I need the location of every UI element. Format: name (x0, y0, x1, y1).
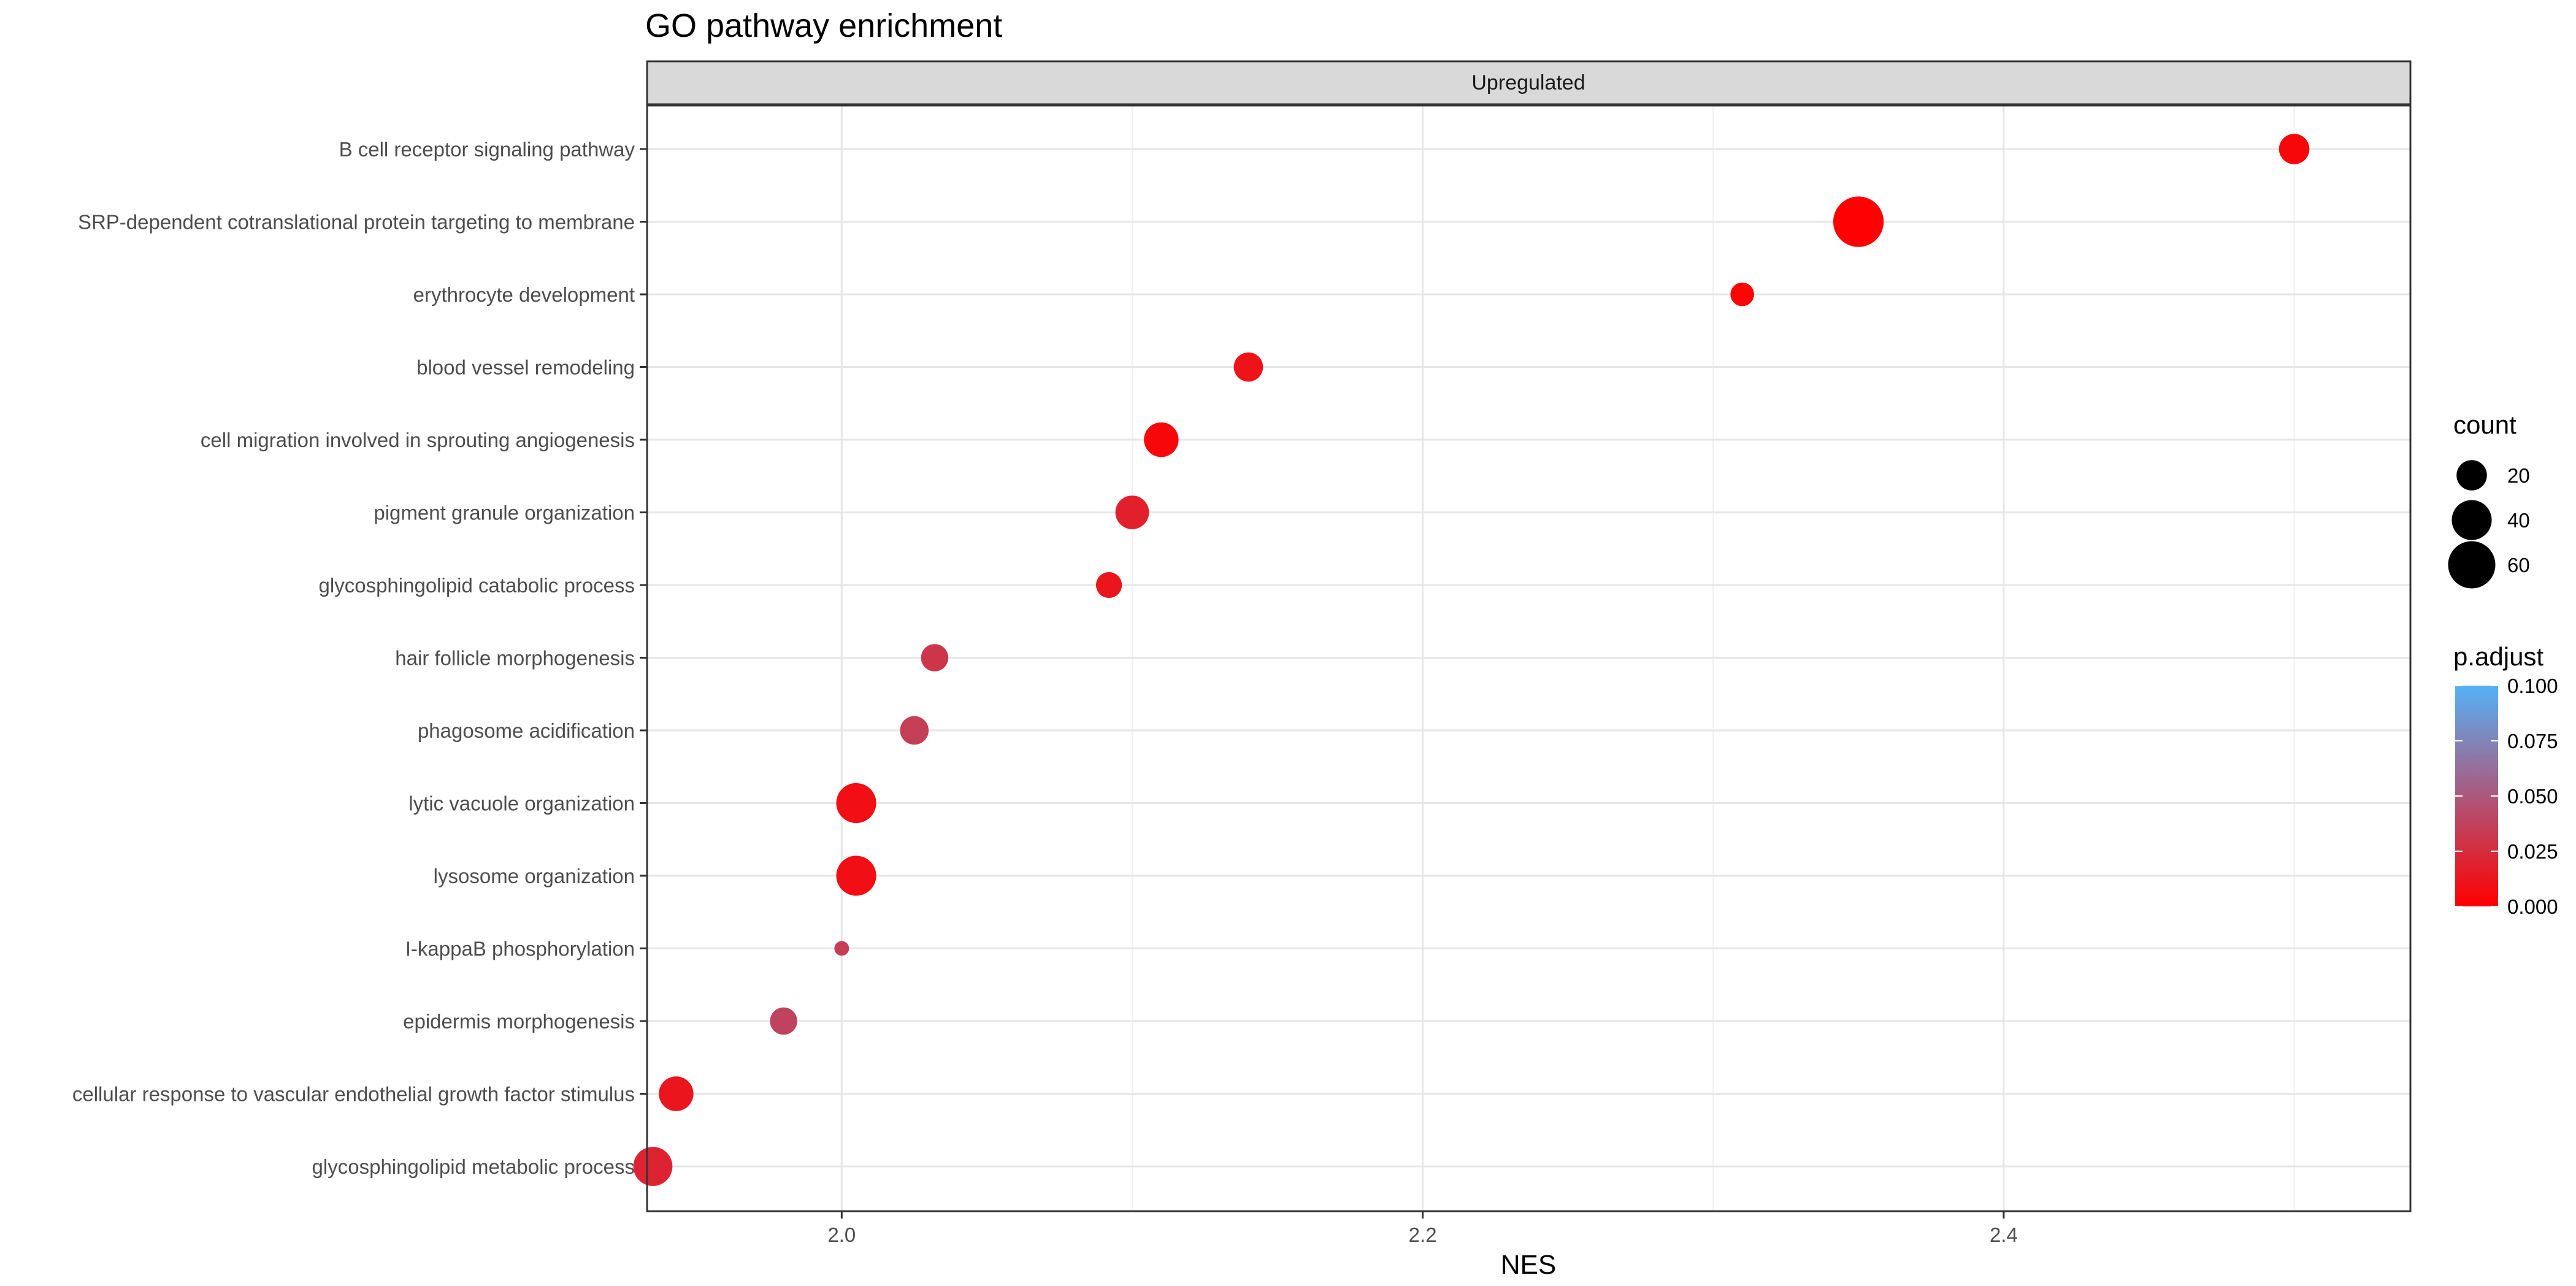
data-point (900, 716, 929, 745)
color-legend-title: p.adjust (2453, 642, 2543, 671)
data-point (1833, 196, 1884, 247)
data-point (1233, 352, 1263, 382)
size-legend-key (2456, 460, 2487, 491)
data-point (659, 1076, 694, 1111)
color-legend: 0.100 0.075 0.050 0.025 0.000 (2455, 675, 2558, 918)
data-point (834, 941, 849, 956)
data-point (2279, 134, 2310, 164)
data-point (836, 783, 876, 824)
y-tick-label: hair follicle morphogenesis (395, 647, 635, 670)
color-legend-label: 0.100 (2507, 675, 2558, 697)
data-point (1144, 422, 1179, 457)
facet-strip (646, 60, 2412, 105)
y-tick-label: lytic vacuole organization (408, 792, 635, 815)
y-tick-label: blood vessel remodeling (416, 356, 635, 379)
size-legend-label: 60 (2507, 554, 2530, 576)
color-legend-label: 0.075 (2507, 730, 2558, 752)
color-legend-label: 0.000 (2507, 895, 2558, 918)
x-tick-label: 2.0 (827, 1223, 856, 1246)
y-tick-label: phagosome acidification (418, 719, 635, 742)
y-tick-label: erythrocyte development (413, 283, 635, 306)
y-axis: B cell receptor signaling pathway SRP-dep… (72, 138, 647, 1178)
x-axis: 2.0 2.2 2.4 (827, 1211, 2018, 1246)
y-tick-label: I-kappaB phosphorylation (405, 938, 635, 960)
y-tick-label: SRP-dependent cotranslational protein ta… (78, 211, 635, 234)
y-tick-label: cellular response to vascular endothelia… (72, 1083, 635, 1106)
size-legend-title: count (2453, 410, 2517, 439)
data-point (1095, 572, 1122, 599)
y-tick-label: B cell receptor signaling pathway (339, 138, 635, 161)
color-legend-label: 0.025 (2507, 840, 2558, 863)
size-legend-label: 40 (2507, 509, 2530, 532)
y-tick-label: cell migration involved in sprouting ang… (201, 429, 635, 451)
size-legend-label: 20 (2507, 464, 2530, 487)
panel-border (646, 104, 2412, 1212)
y-tick-label: pigment granule organization (374, 502, 635, 524)
x-axis-title: NES (1501, 1250, 1556, 1280)
data-points (633, 134, 2310, 1186)
data-point (1730, 282, 1754, 307)
grid-lines (647, 105, 2410, 1211)
data-point (921, 644, 949, 672)
data-point (770, 1007, 797, 1035)
data-point (1115, 496, 1149, 529)
size-legend: 20 40 60 (2448, 460, 2530, 589)
data-point (836, 855, 876, 896)
color-legend-label: 0.050 (2507, 785, 2558, 808)
size-legend-key (2451, 500, 2492, 540)
chart-title: GO pathway enrichment (645, 7, 1002, 44)
size-legend-key (2448, 541, 2496, 589)
facet-label: Upregulated (1471, 71, 1585, 94)
x-tick-label: 2.4 (1990, 1223, 2018, 1246)
x-tick-label: 2.2 (1409, 1223, 1437, 1246)
y-tick-label: glycosphingolipid metabolic process (312, 1155, 635, 1178)
y-tick-label: glycosphingolipid catabolic process (319, 574, 635, 597)
y-tick-label: epidermis morphogenesis (403, 1010, 635, 1033)
y-tick-label: lysosome organization (434, 865, 635, 887)
data-point (633, 1147, 673, 1186)
